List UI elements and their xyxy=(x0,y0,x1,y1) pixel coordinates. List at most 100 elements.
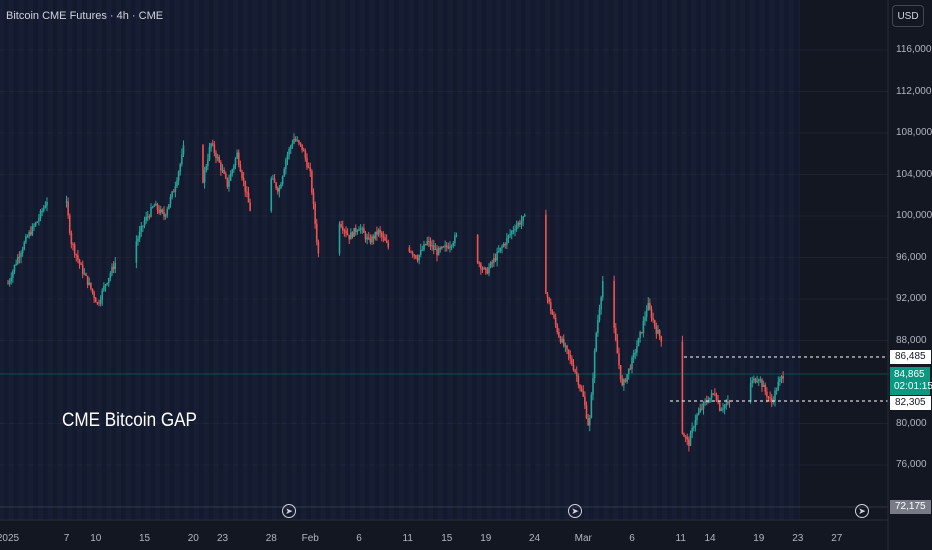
candle-body xyxy=(372,236,375,239)
price-axis-label: 100,000 xyxy=(896,210,932,221)
session-stripe xyxy=(637,0,643,520)
candle-body xyxy=(688,439,690,446)
candle-body xyxy=(340,224,342,227)
candle-body xyxy=(15,263,17,266)
candle-body xyxy=(444,245,446,247)
candle-body xyxy=(135,241,138,263)
session-stripe xyxy=(62,0,68,520)
candle-body xyxy=(309,167,312,172)
session-stripe xyxy=(355,0,360,520)
candle-body xyxy=(67,201,69,216)
candle-body xyxy=(692,427,695,429)
session-stripe xyxy=(218,0,224,520)
candle-body xyxy=(380,232,383,237)
candle-body xyxy=(445,245,448,248)
candle-body xyxy=(450,245,453,247)
candle-body xyxy=(272,178,274,180)
time-axis-label: 28 xyxy=(265,533,277,544)
candle-body xyxy=(774,390,776,401)
price-axis-label: 108,000 xyxy=(896,127,932,138)
candle-body xyxy=(83,273,86,275)
candle-body xyxy=(632,353,635,358)
candle-body xyxy=(20,253,22,258)
session-stripe xyxy=(335,0,341,520)
candle-body xyxy=(421,249,424,251)
candle-body xyxy=(296,140,299,142)
candle-body xyxy=(291,143,294,147)
session-stripe xyxy=(442,0,448,520)
candle-body xyxy=(723,405,726,409)
candle-body xyxy=(278,188,281,192)
candle-body xyxy=(65,201,68,203)
candle-body xyxy=(246,191,248,193)
time-axis-label: 14 xyxy=(704,533,716,544)
candle-body xyxy=(374,231,377,239)
candle-body xyxy=(574,370,576,372)
candle-body xyxy=(298,140,300,143)
candle-body xyxy=(718,402,721,411)
time-axis-label: Feb xyxy=(301,533,319,544)
candle-body xyxy=(725,403,728,406)
candle-body xyxy=(423,244,425,250)
candle-body xyxy=(177,171,180,181)
candle-body xyxy=(356,230,359,232)
session-stripe xyxy=(793,0,799,520)
jump-arrow-icon[interactable]: ➤ xyxy=(855,504,869,518)
candle-body xyxy=(379,229,381,233)
candle-body xyxy=(449,246,451,249)
candle-body xyxy=(213,144,216,153)
time-axis-label: 11 xyxy=(402,533,413,544)
candle-body xyxy=(16,257,19,264)
candle-body xyxy=(410,251,412,253)
candle-body xyxy=(519,222,521,225)
currency-button[interactable]: USD xyxy=(892,5,924,27)
candle-body xyxy=(304,151,307,159)
session-stripe xyxy=(657,0,663,520)
candle-body xyxy=(757,379,760,382)
jump-arrow-icon[interactable]: ➤ xyxy=(282,504,296,518)
time-axis-label: 2025 xyxy=(0,533,20,544)
session-stripe xyxy=(345,0,351,520)
candle-body xyxy=(590,394,593,419)
session-stripe xyxy=(208,0,214,520)
candle-body xyxy=(780,376,783,379)
candle-body xyxy=(494,258,497,261)
candle-body xyxy=(691,428,693,434)
candle-body xyxy=(376,231,378,235)
candle-body xyxy=(640,332,643,334)
candle-body xyxy=(283,169,286,177)
candle-body xyxy=(31,226,34,235)
candle-body xyxy=(354,227,357,232)
time-axis-label: 24 xyxy=(528,533,541,544)
candle-body xyxy=(775,390,778,392)
candle-body xyxy=(727,401,729,404)
candle-body xyxy=(561,338,563,343)
candle-body xyxy=(203,170,206,183)
candle-body xyxy=(577,375,580,385)
session-stripe xyxy=(111,0,117,520)
candle-body xyxy=(437,247,440,256)
session-stripe xyxy=(686,0,692,520)
time-axis-label: 15 xyxy=(441,533,453,544)
candle-body xyxy=(598,309,601,321)
candle-body xyxy=(572,364,575,371)
session-stripe xyxy=(325,0,331,520)
candle-body xyxy=(273,178,276,183)
session-stripe xyxy=(374,0,380,520)
session-stripe xyxy=(33,0,39,520)
candle-body xyxy=(153,205,156,207)
candle-body xyxy=(553,314,555,318)
candle-body xyxy=(137,238,139,242)
session-stripe xyxy=(589,0,594,520)
jump-arrow-icon[interactable]: ➤ xyxy=(568,504,582,518)
candle-body xyxy=(639,332,641,338)
candle-body xyxy=(210,143,212,148)
candle-body xyxy=(107,277,110,284)
candle-body xyxy=(307,167,310,169)
candle-body xyxy=(655,326,658,334)
candle-body xyxy=(593,350,596,379)
price-axis-label: 96,000 xyxy=(896,251,927,263)
candle-body xyxy=(686,437,689,440)
candle-body xyxy=(504,244,507,246)
